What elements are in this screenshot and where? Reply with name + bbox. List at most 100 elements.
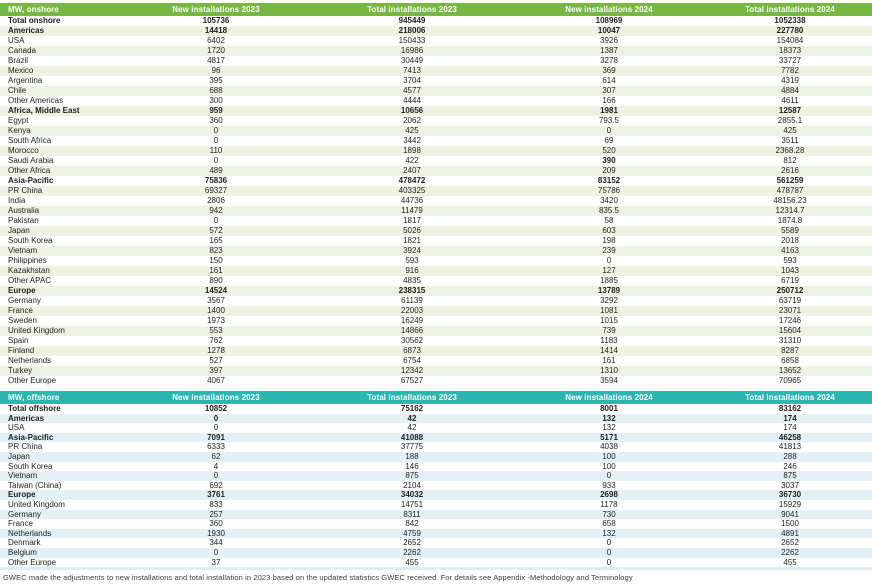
column-header: Total installations 2023 bbox=[314, 391, 510, 404]
row-label: Germany bbox=[8, 509, 41, 519]
value-cell: 0 bbox=[213, 216, 219, 225]
value-cell: 2062 bbox=[403, 116, 421, 125]
row-label: Asia-Pacific bbox=[8, 432, 54, 442]
value-cell: 425 bbox=[405, 126, 419, 135]
value-cell: 762 bbox=[209, 336, 223, 345]
table-row: Chile 688 4577 307 4884 bbox=[0, 86, 872, 96]
row-label: Other APAC bbox=[8, 276, 51, 285]
table-row: Mexico 96 7413 369 7782 bbox=[0, 66, 872, 76]
table-row: Other Africa 489 2407 209 2616 bbox=[0, 166, 872, 176]
value-cell: 593 bbox=[783, 256, 797, 265]
value-cell: 307 bbox=[602, 86, 616, 95]
row-label: Other Americas bbox=[8, 96, 64, 105]
value-cell: 3704 bbox=[403, 76, 421, 85]
value-cell: 161 bbox=[602, 356, 616, 365]
value-cell: 933 bbox=[602, 480, 616, 490]
value-cell: 8287 bbox=[781, 346, 799, 355]
value-cell: 31310 bbox=[778, 336, 802, 345]
row-label: Argentina bbox=[8, 76, 43, 85]
value-cell: 3926 bbox=[600, 36, 618, 45]
value-cell: 793.5 bbox=[598, 116, 620, 125]
value-cell: 3420 bbox=[600, 196, 618, 205]
value-cell: 4611 bbox=[781, 96, 799, 105]
value-cell: 9041 bbox=[781, 509, 799, 519]
value-cell: 188 bbox=[405, 451, 419, 461]
column-header: New installations 2023 bbox=[118, 3, 314, 16]
value-cell: 959 bbox=[209, 106, 223, 115]
value-cell: 422 bbox=[405, 156, 419, 165]
value-cell: 403325 bbox=[398, 186, 426, 195]
table-row: USA 6402 150433 3926 154084 bbox=[0, 36, 872, 46]
value-cell: 360 bbox=[209, 116, 223, 125]
table-row: Philippines 150 593 0 593 bbox=[0, 256, 872, 266]
value-cell: 520 bbox=[602, 146, 616, 155]
table-row: France 1400 22003 1081 23071 bbox=[0, 306, 872, 316]
row-label: Saudi Arabia bbox=[8, 156, 54, 165]
value-cell: 96 bbox=[211, 66, 221, 75]
table-row: Japan 572 5026 603 5589 bbox=[0, 226, 872, 236]
table-row: United Kingdom 833 14751 1178 15929 bbox=[0, 500, 872, 510]
table-row: Vietnam 0 875 0 875 bbox=[0, 471, 872, 481]
table-row: Sweden 1973 16249 1015 17246 bbox=[0, 316, 872, 326]
value-cell: 2698 bbox=[600, 490, 618, 500]
value-cell: 360 bbox=[209, 519, 223, 529]
row-label: Belgium bbox=[8, 547, 37, 557]
value-cell: 4891 bbox=[781, 528, 799, 538]
value-cell: 33727 bbox=[778, 56, 802, 65]
row-label: USA bbox=[8, 36, 25, 45]
table-row: United Kingdom 553 14866 739 15604 bbox=[0, 326, 872, 336]
value-cell: 23071 bbox=[778, 306, 802, 315]
table-row: South Korea 165 1821 198 2018 bbox=[0, 236, 872, 246]
table-row: France 360 842 658 1500 bbox=[0, 519, 872, 529]
value-cell: 105736 bbox=[202, 16, 230, 25]
value-cell: 7413 bbox=[403, 66, 421, 75]
table-row: Turkey 397 12342 1310 13652 bbox=[0, 366, 872, 376]
value-cell: 1387 bbox=[600, 46, 618, 55]
value-cell: 146 bbox=[405, 461, 419, 471]
value-cell: 2262 bbox=[403, 547, 421, 557]
value-cell: 4319 bbox=[781, 76, 799, 85]
table-row: Germany 3567 61139 3292 63719 bbox=[0, 296, 872, 306]
value-cell: 3442 bbox=[403, 136, 421, 145]
row-label: Turkey bbox=[8, 366, 33, 375]
value-cell: 835.5 bbox=[598, 206, 620, 215]
value-cell: 75162 bbox=[400, 404, 424, 413]
table-row: PR China 69327 403325 75786 478787 bbox=[0, 186, 872, 196]
value-cell: 48156.23 bbox=[773, 196, 807, 205]
value-cell: 30449 bbox=[400, 56, 424, 65]
value-cell: 658 bbox=[602, 519, 616, 529]
value-cell: 3037 bbox=[781, 480, 799, 490]
value-cell: 1310 bbox=[600, 366, 618, 375]
value-cell: 166 bbox=[602, 96, 616, 105]
value-cell: 0 bbox=[606, 471, 612, 481]
row-label: United Kingdom bbox=[8, 499, 65, 509]
value-cell: 593 bbox=[405, 256, 419, 265]
value-cell: 3924 bbox=[403, 246, 421, 255]
value-cell: 10656 bbox=[400, 106, 424, 115]
row-label: Canada bbox=[8, 46, 37, 55]
table-row: Kazakhstan 161 916 127 1043 bbox=[0, 266, 872, 276]
table-row: PR China 6333 37775 4038 41813 bbox=[0, 442, 872, 452]
value-cell: 1981 bbox=[600, 106, 618, 115]
value-cell: 2652 bbox=[403, 538, 421, 548]
table-row: Africa, Middle East 959 10656 1981 12587 bbox=[0, 106, 872, 116]
table-row: Other Americas 300 4444 166 4611 bbox=[0, 96, 872, 106]
value-cell: 942 bbox=[209, 206, 223, 215]
value-cell: 17246 bbox=[778, 316, 802, 325]
table-row: Germany 257 8311 730 9041 bbox=[0, 509, 872, 520]
value-cell: 1414 bbox=[600, 346, 618, 355]
value-cell: 1874.8 bbox=[777, 216, 803, 225]
value-cell: 890 bbox=[209, 276, 223, 285]
value-cell: 11479 bbox=[401, 206, 423, 215]
row-label: India bbox=[8, 196, 26, 205]
row-label: Mexico bbox=[8, 66, 34, 75]
value-cell: 238315 bbox=[398, 286, 426, 295]
value-cell: 12342 bbox=[400, 366, 424, 375]
value-cell: 12314.7 bbox=[775, 206, 805, 215]
table-row: Vietnam 823 3924 239 4163 bbox=[0, 246, 872, 256]
value-cell: 63719 bbox=[778, 296, 802, 305]
value-cell: 2855.1 bbox=[777, 116, 803, 125]
value-cell: 489 bbox=[209, 166, 223, 175]
row-label: United Kingdom bbox=[8, 326, 65, 335]
